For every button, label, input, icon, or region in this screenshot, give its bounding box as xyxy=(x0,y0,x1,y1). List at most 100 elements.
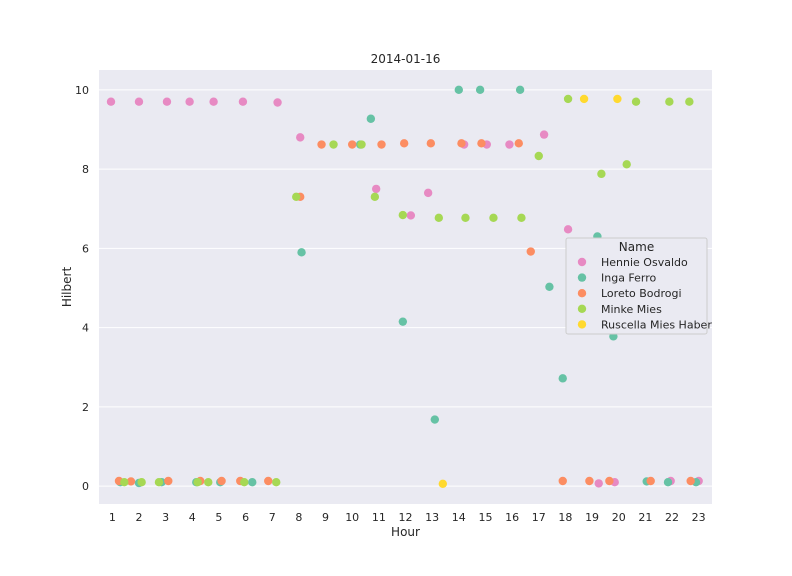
y-tick-label: 6 xyxy=(82,242,89,255)
data-point xyxy=(248,478,257,487)
data-point xyxy=(454,85,464,95)
series-minke-mies xyxy=(120,94,694,487)
data-point xyxy=(477,139,486,148)
data-point xyxy=(585,476,594,486)
y-tick-label: 0 xyxy=(82,480,89,493)
data-point xyxy=(366,114,376,123)
data-point xyxy=(398,210,408,220)
legend-marker xyxy=(577,320,587,329)
data-point xyxy=(204,478,213,487)
data-point xyxy=(185,97,194,106)
data-point xyxy=(539,130,549,139)
data-point xyxy=(106,97,116,106)
data-point xyxy=(347,140,357,149)
data-point xyxy=(515,85,525,95)
data-point xyxy=(594,479,603,488)
data-point xyxy=(377,140,386,149)
legend-entry: Hennie Osvaldo xyxy=(601,256,688,269)
data-point xyxy=(613,94,622,104)
data-point xyxy=(597,169,606,179)
data-point xyxy=(434,213,444,223)
data-point xyxy=(489,213,498,223)
y-tick-label: 4 xyxy=(82,322,89,335)
data-point xyxy=(423,188,433,198)
y-tick-label: 2 xyxy=(82,401,89,414)
series-ruscella-mies-haber xyxy=(438,94,622,488)
x-tick-label: 4 xyxy=(189,511,196,524)
data-point xyxy=(545,282,554,292)
x-tick-label: 17 xyxy=(532,511,546,524)
data-point xyxy=(457,139,466,148)
legend-entry: Ruscella Mies Haber xyxy=(601,318,712,331)
x-tick-label: 15 xyxy=(478,511,492,524)
y-tick-labels: 0 2 4 6 8 10 xyxy=(75,84,89,493)
data-point xyxy=(558,374,567,383)
data-point xyxy=(526,247,535,256)
legend-marker xyxy=(577,257,587,267)
data-point xyxy=(406,211,416,220)
data-point xyxy=(685,97,694,106)
data-point xyxy=(329,140,338,149)
data-point xyxy=(475,85,485,95)
y-axis-label: Hilbert xyxy=(60,267,74,308)
data-point xyxy=(292,192,301,202)
data-point xyxy=(646,476,655,486)
data-point xyxy=(162,97,172,106)
data-point xyxy=(209,97,218,106)
data-point xyxy=(622,160,631,169)
data-point xyxy=(579,94,589,104)
legend-entry: Minke Mies xyxy=(601,303,662,316)
data-point xyxy=(558,476,567,486)
data-point xyxy=(193,478,202,487)
data-point xyxy=(398,317,408,326)
data-point xyxy=(240,478,249,487)
data-point xyxy=(563,225,573,234)
data-point xyxy=(137,478,146,487)
data-point xyxy=(317,140,326,149)
legend-marker xyxy=(577,273,587,282)
data-point xyxy=(370,192,380,202)
data-point xyxy=(238,97,248,106)
data-point xyxy=(357,140,366,149)
data-point xyxy=(438,479,448,488)
x-tick-label: 7 xyxy=(269,511,276,524)
x-tick-label: 23 xyxy=(692,511,706,524)
data-point xyxy=(505,140,514,149)
data-point xyxy=(297,248,306,257)
data-point xyxy=(686,476,695,486)
y-tick-label: 8 xyxy=(82,163,89,176)
x-tick-label: 16 xyxy=(505,511,519,524)
data-point xyxy=(605,476,614,486)
x-tick-label: 6 xyxy=(242,511,249,524)
legend: Name Hennie Osvaldo Inga Ferro Loreto Bodro… xyxy=(565,237,712,335)
data-point xyxy=(399,139,409,148)
data-point xyxy=(371,184,381,194)
data-point xyxy=(631,97,641,106)
x-tick-label: 22 xyxy=(665,511,679,524)
data-point xyxy=(264,476,273,486)
y-tick-label: 10 xyxy=(75,84,89,97)
data-point xyxy=(272,478,281,487)
data-point xyxy=(430,415,440,424)
data-point xyxy=(665,97,674,106)
x-tick-label: 10 xyxy=(345,511,359,524)
legend-box xyxy=(565,237,708,335)
data-point xyxy=(514,139,523,148)
x-tick-label: 8 xyxy=(295,511,302,524)
data-point xyxy=(426,139,436,148)
x-tick-label: 12 xyxy=(399,511,413,524)
x-tick-label: 11 xyxy=(372,511,386,524)
x-tick-label: 9 xyxy=(322,511,329,524)
data-point xyxy=(120,478,129,487)
x-axis-label: Hour xyxy=(391,525,420,539)
x-tick-label: 18 xyxy=(558,511,572,524)
x-tick-label: 5 xyxy=(215,511,222,524)
x-tick-label: 1 xyxy=(109,511,116,524)
data-point xyxy=(126,477,136,486)
data-point xyxy=(663,478,673,487)
data-point xyxy=(296,133,305,142)
data-point xyxy=(164,476,173,486)
data-point xyxy=(154,478,164,487)
data-point xyxy=(273,98,282,107)
